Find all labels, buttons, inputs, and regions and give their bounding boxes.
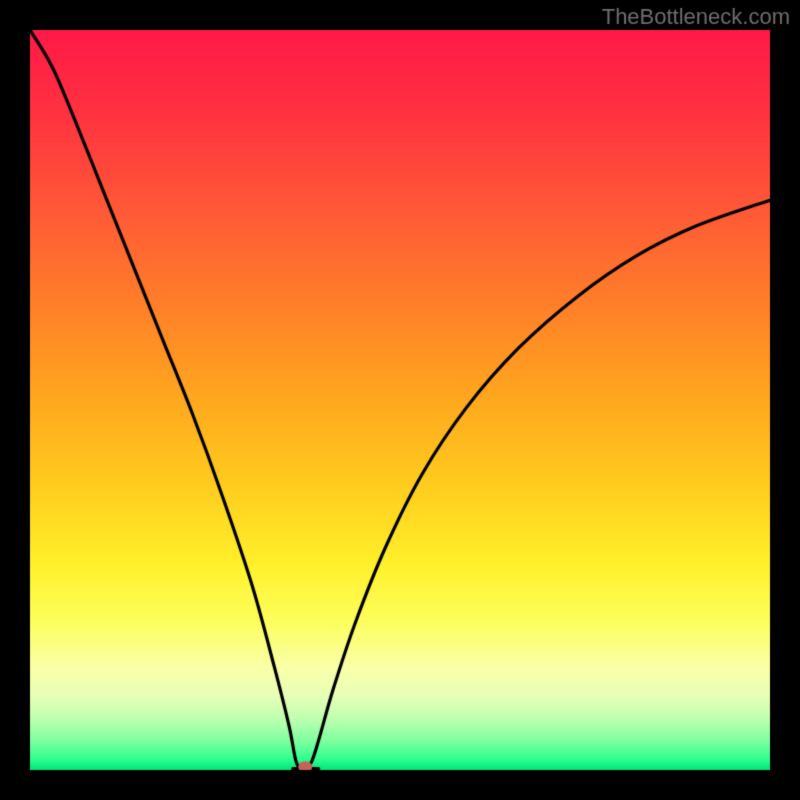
bottleneck-chart bbox=[0, 0, 800, 800]
